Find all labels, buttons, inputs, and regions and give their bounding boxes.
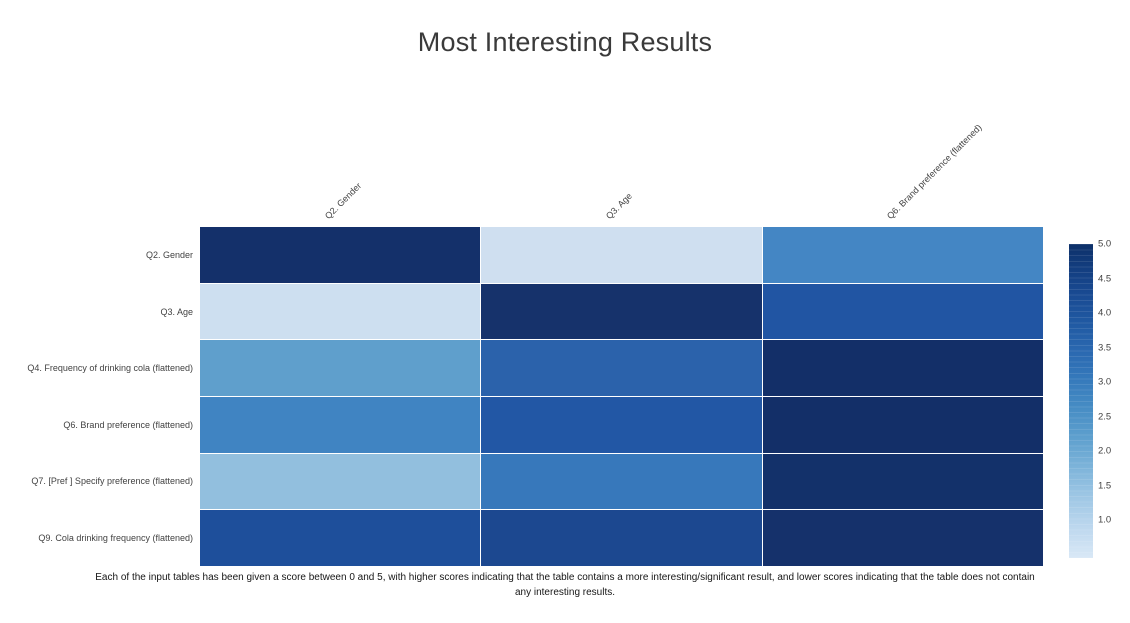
- colorbar-tick-label: 1.0: [1098, 514, 1112, 526]
- heatmap-cell: [200, 227, 481, 283]
- heatmap-cell: [481, 227, 762, 283]
- heatmap-cell: [481, 340, 762, 396]
- chart-caption: Each of the input tables has been given …: [95, 572, 1035, 598]
- colorbar-tick-label: 4.0: [1098, 307, 1112, 319]
- heatmap-grid: [200, 227, 1043, 566]
- colorbar-tick-label: 3.5: [1098, 342, 1112, 353]
- colorbar: 5.0 4.5 4.0 3.5 3.0 2.5 2.0 1.5 1.0: [1069, 239, 1111, 558]
- colorbar-tick-label: 3.0: [1098, 376, 1112, 388]
- heatmap-cell: [762, 227, 1043, 283]
- heatmap-cell: [762, 453, 1043, 510]
- heatmap-cell: [762, 340, 1043, 396]
- row-label: Q4. Frequency of drinking cola (flattene…: [27, 363, 193, 374]
- row-label: Q6. Brand preference (flattened): [63, 419, 193, 430]
- colorbar-tick-label: 5.0: [1098, 238, 1112, 250]
- row-label: Q2. Gender: [145, 250, 193, 261]
- row-label: Q7. [Pref ] Specify preference (flattene…: [31, 476, 193, 487]
- heatmap-cell: [200, 340, 481, 396]
- colorbar-tick-label: 2.0: [1098, 445, 1112, 457]
- heatmap-cell: [481, 510, 762, 566]
- heatmap-cell: [481, 283, 762, 340]
- colorbar-tick-label: 1.5: [1098, 480, 1112, 491]
- chart-title: Most Interesting Results: [417, 27, 713, 57]
- heatmap-cell: [481, 397, 762, 453]
- col-label: Q2. Gender: [322, 180, 363, 221]
- heatmap-cell: [762, 397, 1043, 453]
- col-label: Q3. Age: [603, 190, 634, 221]
- row-label: Q3. Age: [160, 306, 193, 317]
- heatmap-cell: [200, 397, 481, 453]
- heatmap-cell: [762, 510, 1043, 566]
- col-label: Q6. Brand preference (flattened): [884, 122, 984, 221]
- row-labels: Q2. Gender Q3. Age Q4. Frequency of drinki…: [0, 227, 193, 566]
- heatmap-cell: [762, 283, 1043, 340]
- colorbar-tick-label: 4.5: [1098, 273, 1112, 284]
- row-label: Q9. Cola drinking frequency (flattened): [38, 532, 193, 543]
- heatmap-cell: [200, 453, 481, 510]
- heatmap-cell: [481, 453, 762, 510]
- col-labels: Q2. Gender Q3. Age Q6. Brand preference (f…: [200, 0, 1043, 224]
- heatmap-cell: [200, 283, 481, 340]
- heatmap-cell: [200, 510, 481, 566]
- colorbar-tick-label: 2.5: [1098, 411, 1112, 422]
